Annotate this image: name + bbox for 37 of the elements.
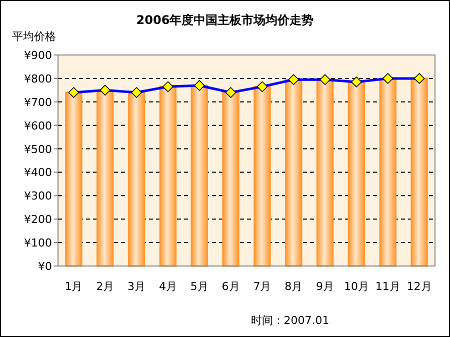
y-tick-label: ¥400 xyxy=(24,166,52,180)
bar xyxy=(190,84,208,267)
x-tick-label: 5月 xyxy=(190,280,208,293)
bar xyxy=(379,78,396,267)
text: 时间：2007.01 xyxy=(250,314,330,327)
y-tick-label: ¥0 xyxy=(38,260,52,273)
x-tick-label: 1月 xyxy=(64,280,83,293)
bar xyxy=(222,92,240,267)
y-tick-label: ¥100 xyxy=(24,236,52,250)
y-tick-label: ¥700 xyxy=(24,96,52,109)
bar xyxy=(410,78,428,267)
bar xyxy=(159,86,177,267)
y-tick-label: ¥600 xyxy=(24,119,52,132)
y-tick-label: ¥200 xyxy=(24,213,52,226)
x-tick-label: 7月 xyxy=(253,280,272,293)
bar xyxy=(316,78,334,267)
bar xyxy=(285,78,302,267)
bar xyxy=(65,92,82,267)
x-tick-label: 8月 xyxy=(284,280,303,293)
x-tick-label: 6月 xyxy=(222,280,240,293)
x-tick-label: 3月 xyxy=(128,280,146,293)
y-tick-label: ¥900 xyxy=(24,49,52,62)
x-tick-label: 2月 xyxy=(96,280,114,293)
y-tick-label: ¥500 xyxy=(24,142,52,156)
bar xyxy=(96,89,114,267)
x-tick-label: 10月 xyxy=(344,280,369,293)
chart-title: 2006年度中国主板市场均价走势 xyxy=(136,13,314,27)
bar xyxy=(348,81,366,267)
y-axis-title: 平均价格 xyxy=(12,30,56,43)
x-tick-label: 9月 xyxy=(316,280,334,293)
x-tick-label: 12月 xyxy=(406,280,432,293)
bar xyxy=(254,86,271,267)
x-tick-label: 4月 xyxy=(158,280,177,293)
y-tick-label: ¥800 xyxy=(24,72,52,86)
bar xyxy=(128,92,146,267)
x-tick-label: 11月 xyxy=(375,280,400,293)
y-tick-label: ¥300 xyxy=(24,190,52,203)
